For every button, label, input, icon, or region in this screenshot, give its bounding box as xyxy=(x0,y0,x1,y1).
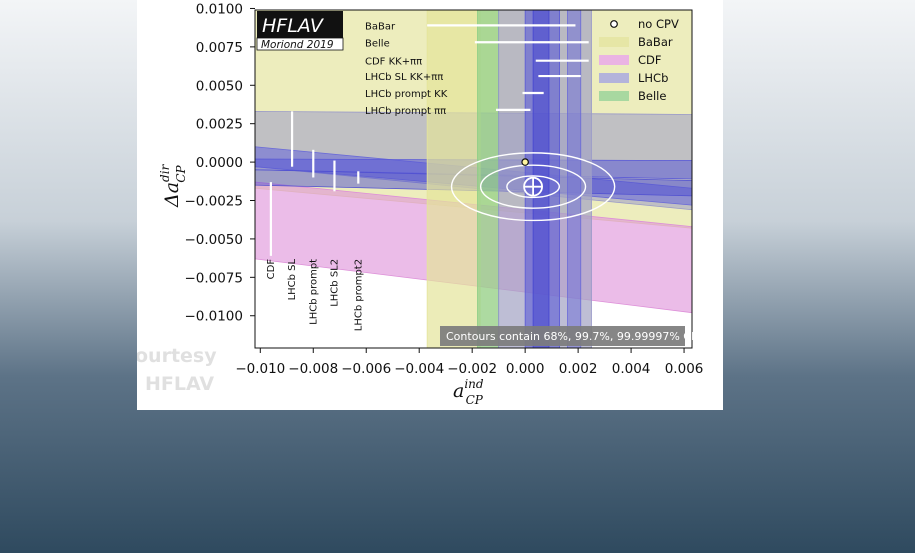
contour-3 xyxy=(450,152,616,222)
figure-card: ourtesy HFLAV −0.010 −0.008 −0.006 −0.004 −0… xyxy=(137,0,723,410)
x-tick-label: −0.002 xyxy=(447,361,497,377)
y-tick-label: 0.0000 xyxy=(196,155,243,171)
legend-marker-no-cpv xyxy=(610,20,618,28)
contour-2 xyxy=(479,164,587,209)
plot-frame xyxy=(254,9,693,349)
logo-box xyxy=(257,11,343,38)
measurement-labels: BaBar Belle CDF KK+ππ LHCb SL KK+ππ LHCb pro… xyxy=(266,21,448,331)
chart-svg: ourtesy HFLAV −0.010 −0.008 −0.006 −0.004 −0… xyxy=(137,1,703,407)
logo-sub-box xyxy=(256,37,344,51)
x-tick-label: −0.010 xyxy=(235,361,285,377)
legend: no CPV BaBar CDF LHCb Belle xyxy=(599,17,679,103)
logo-subtitle: Moriond 2019 xyxy=(261,39,334,51)
logo-title: HFLAV xyxy=(262,15,325,37)
y-tick-label: −0.0100 xyxy=(184,309,243,325)
band-vert-belle-2 xyxy=(477,10,500,348)
ylabel-sub: CP xyxy=(174,164,188,182)
x-tick-label: 0.004 xyxy=(612,361,651,377)
cl-annotation-box xyxy=(440,326,685,346)
legend-label-no-cpv: no CPV xyxy=(638,17,679,31)
y-tick-label: 0.0075 xyxy=(196,40,243,56)
vertical-measurement-label-0: CDF xyxy=(266,259,277,280)
band-vert-lhcb-6 xyxy=(567,10,582,348)
watermark-line-1: ourtesy xyxy=(137,345,217,367)
measurement-label-0: BaBar xyxy=(365,21,396,32)
y-tick-label: 0.0050 xyxy=(196,78,243,94)
vertical-measurement-label-1: LHCb SL xyxy=(287,258,298,300)
bands-layer xyxy=(255,10,692,348)
contour-1 xyxy=(506,175,561,199)
measurement-label-4: LHCb prompt KK xyxy=(365,89,448,100)
x-tick-label: −0.006 xyxy=(341,361,391,377)
y-tick-label: 0.0025 xyxy=(196,117,243,133)
measurement-bars-layer xyxy=(269,24,589,256)
cl-annotation: Contours contain 68%, 99.7%, 99.99997% C… xyxy=(440,326,698,346)
x-tick-label: 0.006 xyxy=(665,361,704,377)
xlabel-base: a xyxy=(453,380,464,402)
x-tick-label: 0.000 xyxy=(506,361,545,377)
measurement-label-5: LHCb prompt ππ xyxy=(365,106,446,117)
legend-swatch-babar xyxy=(599,37,629,47)
xlabel-sub: CP xyxy=(466,393,484,407)
vertical-measurement-label-4: LHCb prompt2 xyxy=(353,259,364,331)
y-tick-label: 0.0100 xyxy=(196,1,243,17)
ylabel-sup: dir xyxy=(158,163,172,182)
ylabel-prefix: Δa xyxy=(161,182,183,208)
measurement-label-1: Belle xyxy=(365,38,390,49)
legend-label-belle: Belle xyxy=(638,89,666,103)
watermark: ourtesy HFLAV xyxy=(137,345,217,395)
x-axis-label: aind CP xyxy=(453,377,484,407)
y-tick-label: −0.0075 xyxy=(184,270,243,286)
measurement-label-2: CDF KK+ππ xyxy=(365,57,422,68)
y-tick-label: −0.0050 xyxy=(184,232,243,248)
vertical-measurement-label-3: LHCb SL2 xyxy=(329,259,340,307)
contours-layer xyxy=(450,152,616,222)
legend-label-cdf: CDF xyxy=(638,53,662,67)
y-axis-label: Δadir CP xyxy=(158,163,188,208)
xlabel-sup: ind xyxy=(464,377,484,391)
legend-label-lhcb: LHCb xyxy=(638,71,668,85)
no-cpv-point xyxy=(521,158,529,166)
vertical-measurement-label-2: LHCb prompt xyxy=(308,259,319,325)
ticks-layer: −0.010 −0.008 −0.006 −0.004 −0.002 0.000 0.002… xyxy=(184,1,703,377)
hflav-logo: HFLAV Moriond 2019 xyxy=(256,11,344,51)
x-tick-label: 0.002 xyxy=(559,361,598,377)
y-tick-label: −0.0025 xyxy=(184,194,243,210)
legend-swatch-lhcb xyxy=(599,73,629,83)
legend-swatch-cdf xyxy=(599,55,629,65)
x-tick-label: −0.004 xyxy=(394,361,444,377)
legend-label-babar: BaBar xyxy=(638,35,673,49)
watermark-line-2: HFLAV xyxy=(145,373,214,395)
legend-swatch-belle xyxy=(599,91,629,101)
cl-annotation-text: Contours contain 68%, 99.7%, 99.99997% C… xyxy=(446,330,698,343)
measurement-label-3: LHCb SL KK+ππ xyxy=(365,72,443,83)
x-tick-label: −0.008 xyxy=(288,361,338,377)
